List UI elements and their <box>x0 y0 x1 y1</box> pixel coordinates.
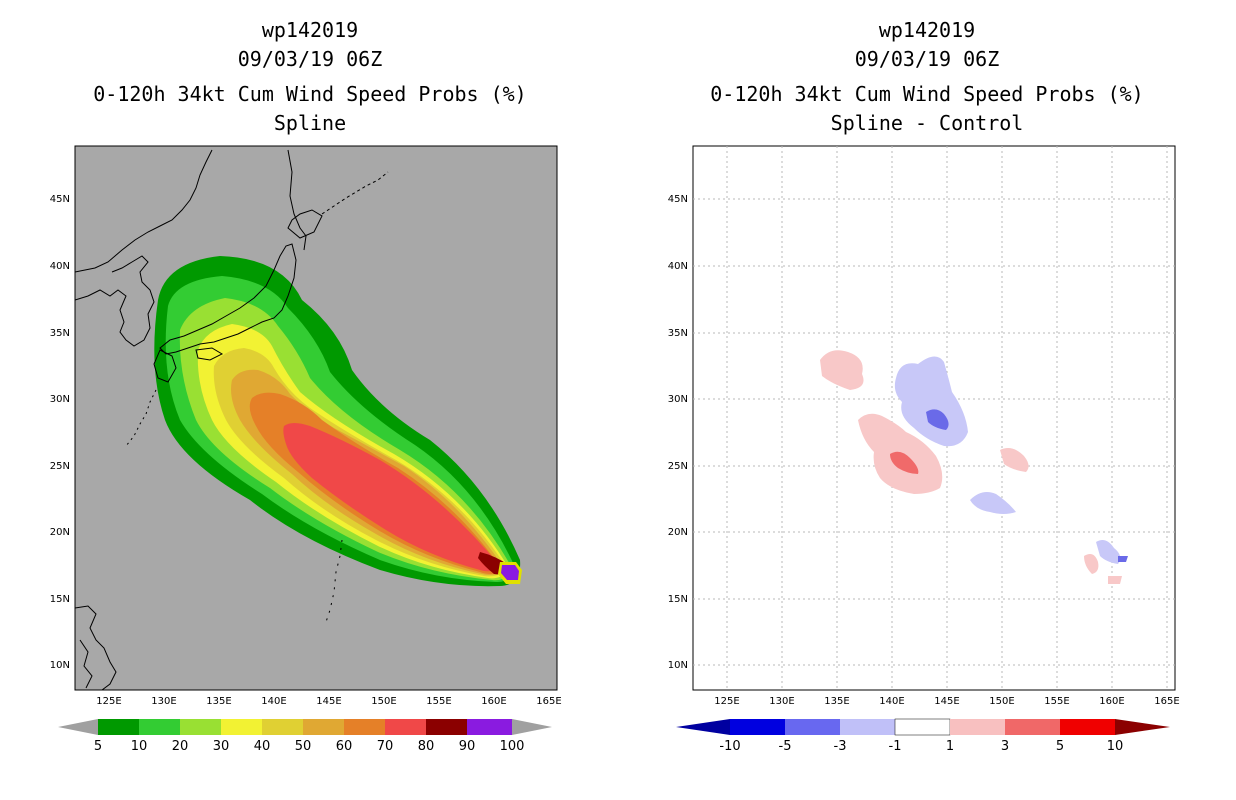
right-colorbar-swatch <box>730 719 785 735</box>
svg-text:-5: -5 <box>779 739 792 754</box>
svg-text:35N: 35N <box>50 328 70 339</box>
svg-text:165E: 165E <box>536 696 561 707</box>
svg-text:1: 1 <box>946 739 954 754</box>
left-colorbar-swatch <box>467 719 512 735</box>
left-colorbar-swatch <box>221 719 262 735</box>
svg-text:70: 70 <box>377 739 394 754</box>
left-colorbar-high-arrow <box>512 719 552 735</box>
svg-text:160E: 160E <box>481 696 506 707</box>
svg-text:10N: 10N <box>50 660 70 671</box>
svg-text:30N: 30N <box>668 394 688 405</box>
svg-text:130E: 130E <box>769 696 794 707</box>
right-colorbar-swatch <box>895 719 950 735</box>
left-colorbar-labels: 5 10 20 30 40 50 60 70 80 90 100 <box>94 739 525 754</box>
diff-red-patch-far-small <box>1108 576 1122 584</box>
right-colorbar-swatch <box>785 719 840 735</box>
svg-text:10: 10 <box>131 739 148 754</box>
right-lat-ticks: 45N 40N 35N 30N 25N 20N 15N 10N <box>668 194 688 671</box>
svg-text:40N: 40N <box>668 261 688 272</box>
left-colorbar-swatch <box>180 719 221 735</box>
svg-text:135E: 135E <box>206 696 231 707</box>
svg-text:5: 5 <box>94 739 102 754</box>
right-colorbar-swatch <box>950 719 1005 735</box>
svg-text:165E: 165E <box>1154 696 1179 707</box>
left-colorbar-swatch <box>426 719 467 735</box>
svg-text:80: 80 <box>418 739 435 754</box>
left-colorbar-swatch <box>98 719 139 735</box>
svg-text:150E: 150E <box>371 696 396 707</box>
svg-text:125E: 125E <box>714 696 739 707</box>
svg-text:30: 30 <box>213 739 230 754</box>
svg-text:155E: 155E <box>426 696 451 707</box>
svg-text:45N: 45N <box>50 194 70 205</box>
left-colorbar-low-arrow <box>58 719 98 735</box>
svg-text:145E: 145E <box>934 696 959 707</box>
svg-text:-10: -10 <box>719 739 740 754</box>
right-lon-ticks: 125E 130E 135E 140E 145E 150E 155E 160E … <box>714 696 1179 707</box>
svg-text:10: 10 <box>1107 739 1124 754</box>
svg-text:60: 60 <box>336 739 353 754</box>
svg-text:15N: 15N <box>50 594 70 605</box>
svg-text:5: 5 <box>1056 739 1064 754</box>
right-colorbar-swatch <box>1060 719 1115 735</box>
right-colorbar-low-arrow <box>676 719 730 735</box>
svg-text:15N: 15N <box>668 594 688 605</box>
svg-text:130E: 130E <box>151 696 176 707</box>
svg-text:25N: 25N <box>668 461 688 472</box>
svg-text:150E: 150E <box>989 696 1014 707</box>
svg-text:50: 50 <box>295 739 312 754</box>
svg-text:35N: 35N <box>668 328 688 339</box>
right-colorbar: -10 -5 -3 -1 1 3 5 10 <box>676 719 1170 754</box>
svg-text:20: 20 <box>172 739 189 754</box>
left-lat-ticks: 45N 40N 35N 30N 25N 20N 15N 10N <box>50 194 70 671</box>
svg-text:40N: 40N <box>50 261 70 272</box>
right-colorbar-high-arrow <box>1115 719 1170 735</box>
svg-text:-1: -1 <box>889 739 902 754</box>
figure-canvas: 125E 130E 135E 140E 145E 150E 155E 160E … <box>0 0 1236 800</box>
svg-text:30N: 30N <box>50 394 70 405</box>
svg-text:40: 40 <box>254 739 271 754</box>
svg-text:100: 100 <box>500 739 525 754</box>
right-colorbar-swatch <box>840 719 895 735</box>
svg-text:160E: 160E <box>1099 696 1124 707</box>
svg-text:135E: 135E <box>824 696 849 707</box>
left-colorbar-swatch <box>139 719 180 735</box>
right-colorbar-labels: -10 -5 -3 -1 1 3 5 10 <box>719 739 1123 754</box>
left-colorbar-swatch <box>385 719 426 735</box>
svg-text:125E: 125E <box>96 696 121 707</box>
left-lon-ticks: 125E 130E 135E 140E 145E 150E 155E 160E … <box>96 696 561 707</box>
left-colorbar-swatch <box>344 719 385 735</box>
svg-text:90: 90 <box>459 739 476 754</box>
left-colorbar-swatch <box>262 719 303 735</box>
svg-text:-3: -3 <box>834 739 847 754</box>
right-colorbar-swatch <box>1005 719 1060 735</box>
svg-text:140E: 140E <box>879 696 904 707</box>
svg-text:25N: 25N <box>50 461 70 472</box>
left-colorbar-swatch <box>303 719 344 735</box>
right-map-panel <box>693 146 1175 690</box>
svg-text:20N: 20N <box>668 527 688 538</box>
svg-text:10N: 10N <box>668 660 688 671</box>
svg-text:3: 3 <box>1001 739 1009 754</box>
svg-text:45N: 45N <box>668 194 688 205</box>
left-map-panel <box>75 146 557 690</box>
svg-text:155E: 155E <box>1044 696 1069 707</box>
svg-text:145E: 145E <box>316 696 341 707</box>
left-colorbar: 5 10 20 30 40 50 60 70 80 90 100 <box>58 719 552 754</box>
svg-text:20N: 20N <box>50 527 70 538</box>
svg-text:140E: 140E <box>261 696 286 707</box>
